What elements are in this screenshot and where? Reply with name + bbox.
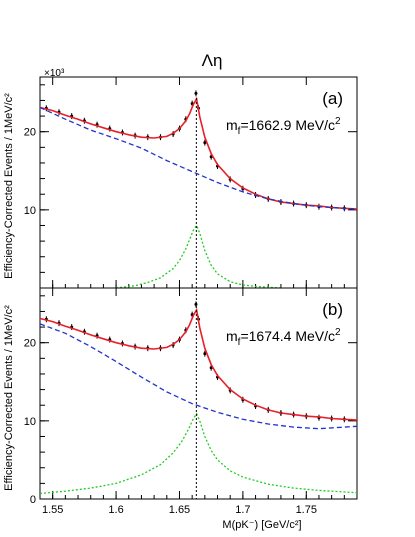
y-tick-label-a: 20 <box>24 127 36 139</box>
panel-tag-b: (b) <box>322 300 343 319</box>
data-point-a <box>203 141 207 145</box>
y-tick-label-b: 20 <box>24 338 36 350</box>
data-point-a <box>194 91 198 95</box>
panel-tag-a: (a) <box>322 89 343 108</box>
panel-b: 1.55 1.6 1.65 1.7 1.75 0 10 20 (b) mf=1674.4 MeV/… <box>24 287 358 516</box>
x-tick-label: 1.55 <box>42 504 63 516</box>
y-exponent-label: ×10³ <box>44 68 65 79</box>
background-line-b <box>39 323 358 430</box>
mass-label-a: mf=1662.9 MeV/c2 <box>226 116 341 137</box>
signal-line-a <box>116 224 281 289</box>
chart-title: Λη <box>202 51 223 70</box>
y-tick-label-a: 10 <box>24 205 36 217</box>
mass-label-b: mf=1674.4 MeV/c2 <box>226 327 341 348</box>
x-axis-title: M(pK⁻) [GeV/c²] <box>222 519 301 531</box>
x-tick-label: 1.7 <box>235 504 250 516</box>
panel-a: 10 20 (a) mf=1662.9 MeV/c2 <box>24 76 358 289</box>
total-fit-line-a <box>39 96 358 210</box>
x-tick-label: 1.6 <box>108 504 123 516</box>
plot-frame-b <box>39 287 358 500</box>
y-tick-label-b: 0 <box>30 494 36 506</box>
background-line-a <box>39 106 358 210</box>
y-tick-label-b: 10 <box>24 416 36 428</box>
x-tick-label: 1.75 <box>296 504 317 516</box>
signal-line-b <box>39 412 358 495</box>
total-fit-line-b <box>39 307 358 421</box>
y-axis-title-b: Efficiency-Corrected Events / 1MeV/c² <box>3 305 15 491</box>
x-tick-label: 1.65 <box>169 504 190 516</box>
y-axis-title-a: Efficiency-Corrected Events / 1MeV/c² <box>3 93 15 279</box>
data-point-b <box>203 352 207 356</box>
